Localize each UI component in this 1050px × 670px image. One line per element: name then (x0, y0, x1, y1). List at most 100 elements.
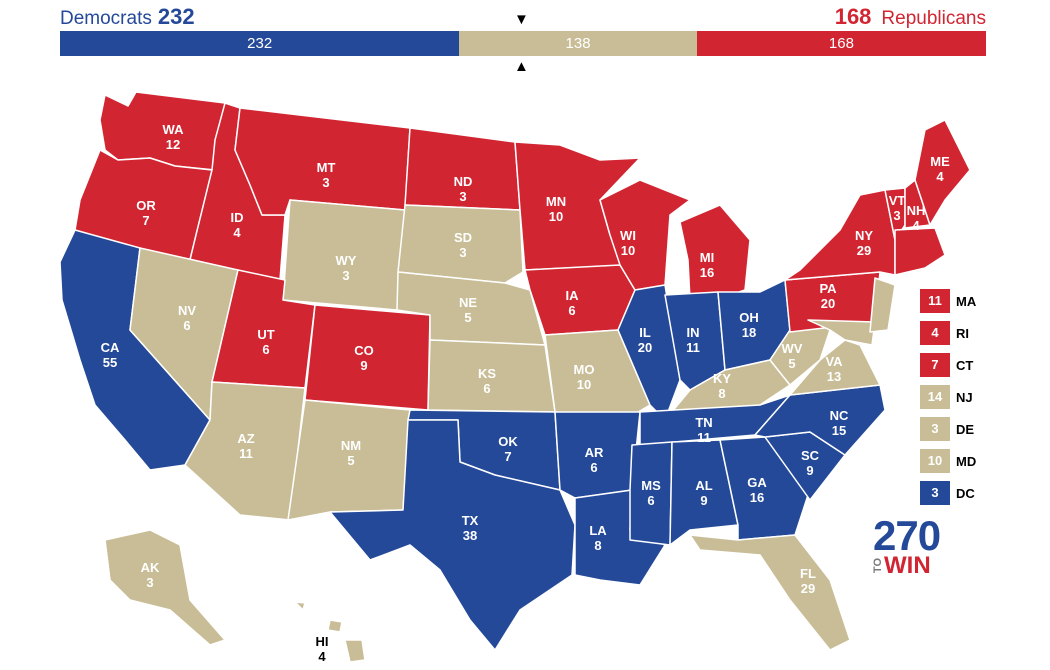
state-abbr-me: ME (930, 154, 950, 169)
legend-abbr-ri: RI (956, 325, 969, 341)
state-abbr-la: LA (589, 523, 607, 538)
state-abbr-nd: ND (454, 174, 473, 189)
state-abbr-tn: TN (695, 415, 712, 430)
state-abbr-ia: IA (566, 288, 580, 303)
state-abbr-nv: NV (178, 303, 196, 318)
legend-row-ri[interactable]: 4 RI (920, 320, 976, 346)
state-shape-az[interactable] (184, 381, 306, 521)
legend-row-de[interactable]: 3 DE (920, 416, 976, 442)
state-abbr-nm: NM (341, 438, 361, 453)
state-abbr-ca: CA (101, 340, 120, 355)
state-label-wa: WA 12 (163, 122, 185, 152)
state-abbr-or: OR (136, 198, 156, 213)
legend-row-ct[interactable]: 7 CT (920, 352, 976, 378)
state-label-co: CO 9 (354, 343, 374, 373)
democrats-ev: 232 (157, 4, 195, 29)
state-shape-ak[interactable] (104, 529, 226, 646)
state-ev-mo: 10 (577, 377, 591, 392)
state-shape-mi[interactable] (679, 204, 751, 301)
state-shape-tx[interactable] (329, 419, 576, 651)
state-abbr-hi: HI (316, 634, 329, 649)
state-shape-md-area[interactable] (807, 319, 876, 346)
state-label-hi: HI 4 (316, 634, 329, 664)
legend-ev-ma: 11 (920, 289, 950, 313)
state-ev-tx: 38 (463, 528, 477, 543)
state-label-fl: FL 29 (800, 566, 816, 596)
state-shape-al[interactable] (669, 439, 739, 546)
state-shape-hi[interactable] (294, 601, 366, 663)
state-shape-fl[interactable] (689, 534, 851, 651)
republicans-total: 168 Republicans (835, 4, 986, 30)
state-ev-hi: 4 (318, 649, 326, 664)
state-ev-ga: 16 (750, 490, 764, 505)
democrats-label: Democrats (60, 8, 152, 29)
270towin-logo[interactable]: 270 TO WIN (872, 515, 945, 579)
state-ev-mi: 16 (700, 265, 714, 280)
state-label-nh: NH 4 (907, 203, 926, 233)
state-ev-il: 20 (638, 340, 652, 355)
state-ev-sd: 3 (459, 245, 466, 260)
state-label-ia: IA 6 (566, 288, 580, 318)
270-marker-down-icon: ▼ (514, 11, 529, 28)
state-abbr-nh: NH (907, 203, 926, 218)
state-ev-wv: 5 (788, 356, 795, 371)
state-ev-nd: 3 (459, 189, 466, 204)
state-abbr-ok: OK (498, 434, 518, 449)
logo-to: TO (872, 558, 884, 574)
state-abbr-wv: WV (782, 341, 803, 356)
state-ev-fl: 29 (801, 581, 815, 596)
legend-abbr-dc: DC (956, 485, 975, 501)
state-label-nd: ND 3 (454, 174, 473, 204)
state-ev-wy: 3 (342, 268, 349, 283)
state-shape-ny[interactable] (784, 189, 896, 281)
state-abbr-ky: KY (713, 371, 731, 386)
state-label-nc: NC 15 (830, 408, 849, 438)
legend-row-nj[interactable]: 14 NJ (920, 384, 976, 410)
state-abbr-va: VA (825, 354, 843, 369)
state-label-ks: KS 6 (478, 366, 496, 396)
state-ev-nc: 15 (832, 423, 846, 438)
logo-win: WIN (884, 552, 931, 579)
state-label-id: ID 4 (231, 210, 244, 240)
state-ev-ms: 6 (647, 493, 654, 508)
state-ev-vt: 3 (893, 208, 900, 223)
state-label-mo: MO 10 (574, 362, 595, 392)
state-shape-ms[interactable] (629, 441, 673, 546)
state-label-ok: OK 7 (498, 434, 518, 464)
state-ev-ut: 6 (262, 342, 269, 357)
state-label-mi: MI 16 (700, 250, 714, 280)
state-abbr-mo: MO (574, 362, 595, 377)
state-shape-va[interactable] (789, 339, 881, 396)
state-ev-nh: 4 (912, 218, 920, 233)
state-abbr-mt: MT (317, 160, 336, 175)
state-abbr-ne: NE (459, 295, 477, 310)
state-abbr-vt: VT (889, 193, 906, 208)
state-ev-ny: 29 (857, 243, 871, 258)
state-abbr-ms: MS (641, 478, 661, 493)
state-ev-tn: 11 (697, 430, 711, 445)
legend-abbr-md: MD (956, 453, 977, 469)
state-abbr-in: IN (687, 325, 700, 340)
state-shape-nj-area[interactable] (869, 277, 896, 333)
legend-row-md[interactable]: 10 MD (920, 448, 976, 474)
state-shape-new-england-south[interactable] (894, 227, 946, 276)
state-shape-ia[interactable] (524, 264, 636, 336)
state-label-ar: AR 6 (585, 445, 604, 475)
legend-abbr-de: DE (956, 421, 975, 437)
state-label-wy: WY 3 (336, 253, 357, 283)
state-label-sd: SD 3 (454, 230, 472, 260)
legend-ev-md: 10 (920, 449, 950, 473)
state-shape-me[interactable] (914, 119, 971, 226)
state-abbr-az: AZ (237, 431, 254, 446)
legend-abbr-ct: CT (956, 357, 974, 373)
state-shape-sd[interactable] (397, 204, 524, 284)
legend-row-ma[interactable]: 11 MA (920, 288, 976, 314)
ev-bar-segment-0: 232 (60, 31, 460, 56)
state-ev-pa: 20 (821, 296, 835, 311)
legend-abbr-ma: MA (956, 293, 977, 309)
legend-row-dc[interactable]: 3 DC (920, 480, 976, 506)
ev-bar-segment-2: 168 (696, 31, 986, 56)
state-label-ca: CA 55 (101, 340, 120, 370)
state-label-wi: WI 10 (620, 228, 636, 258)
state-abbr-il: IL (639, 325, 651, 340)
